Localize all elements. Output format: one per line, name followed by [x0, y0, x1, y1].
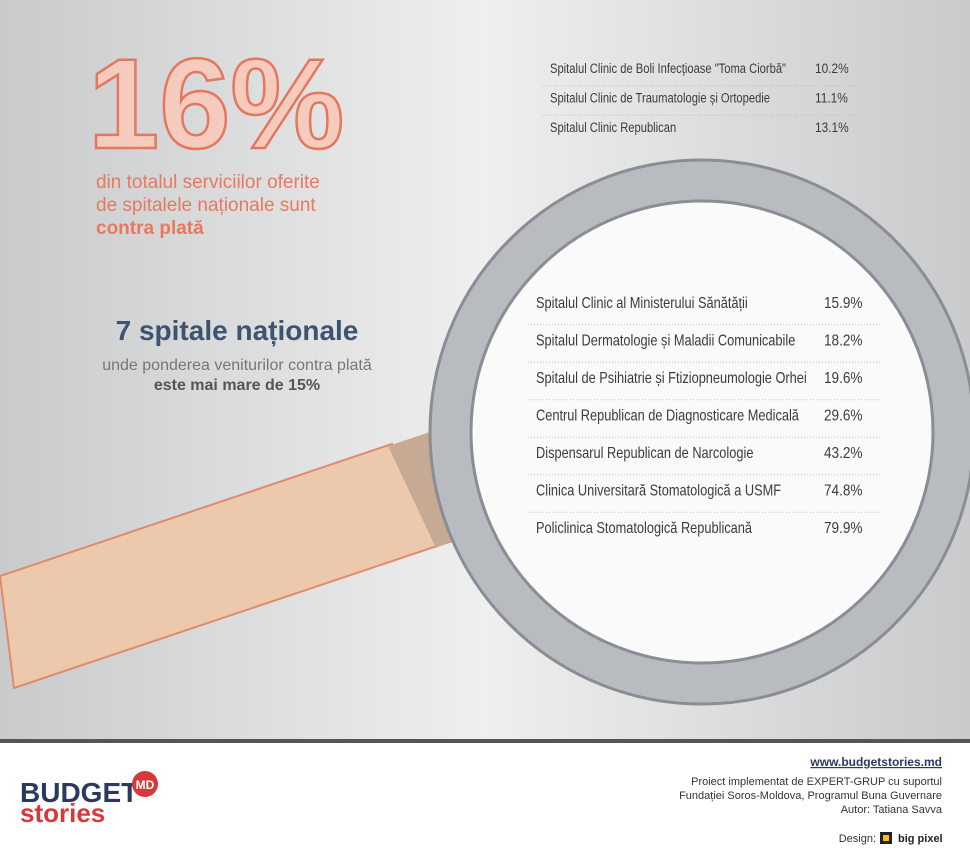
big-number: 16% [88, 33, 344, 176]
row: Spitalul Clinic de Boli Infecțioase "Tom… [550, 61, 786, 76]
hospital-name: Dispensarul Republican de Narcologie [536, 445, 753, 463]
design-label: Design: [839, 833, 876, 845]
hospital-name: Policlinica Stomatologică Republicană [536, 520, 753, 538]
row: Spitalul Clinic Republican [550, 120, 676, 135]
hospital-name: Centrul Republican de Diagnosticare Medi… [536, 407, 800, 425]
subhead-text: este mai mare de 15% [154, 377, 320, 394]
row: Spitalul Clinic al Ministerului Sănătăți… [536, 295, 748, 313]
logo-line1: BUDGET [20, 777, 138, 808]
row: Spitalul Clinic de Traumatologie și Orto… [550, 90, 770, 105]
share-value: 79.9% [824, 520, 863, 537]
headline-emphasis: contra plată [96, 218, 204, 239]
share-value: 29.6% [824, 408, 863, 425]
headline-text: din totalul serviciilor oferite [96, 172, 320, 193]
hospital-name: Spitalul Clinic al Ministerului Sănătăți… [536, 295, 748, 313]
hospital-name: Clinica Universitară Stomatologică a USM… [536, 482, 781, 500]
brand-icon [883, 835, 889, 841]
lens-glass [469, 199, 935, 665]
logo-line2: stories [20, 798, 105, 828]
row-value: 79.9% [824, 520, 863, 537]
share-value: 74.8% [824, 483, 863, 500]
row: Dispensarul Republican de Narcologie [536, 445, 753, 463]
footer-url[interactable]: www.budgetstories.md [809, 755, 942, 769]
footer-bg [0, 742, 970, 860]
row-value: 13.1% [815, 119, 849, 135]
share-value: 15.9% [824, 295, 863, 312]
row-value: 29.6% [824, 408, 863, 425]
row: Spitalul Dermatologie și Maladii Comunic… [536, 332, 795, 350]
share-value: 10.2% [815, 60, 849, 76]
share-value: 11.1% [815, 90, 848, 106]
design-brand: big pixel [898, 833, 943, 845]
hospital-name: Spitalul de Psihiatrie și Ftiziopneumolo… [536, 370, 807, 388]
row-value: 19.6% [824, 370, 863, 387]
headline-text: de spitalele naționale sunt [96, 195, 316, 216]
row-value: 11.1% [815, 90, 848, 106]
footer-rule [0, 739, 970, 743]
share-value: 18.2% [824, 333, 863, 350]
subhead-title: 7 spitale naționale [116, 315, 359, 346]
row: Spitalul de Psihiatrie și Ftiziopneumolo… [536, 370, 807, 388]
subhead-text: unde ponderea veniturilor contra plată [102, 357, 372, 374]
row: Policlinica Stomatologică Republicană [536, 520, 753, 538]
footer-line: Autor: Tatiana Savva [841, 804, 943, 816]
hospital-name: Spitalul Clinic de Boli Infecțioase "Tom… [550, 61, 786, 76]
footer-line: Fundației Soros-Moldova, Programul Buna … [679, 790, 942, 802]
row: Centrul Republican de Diagnosticare Medi… [536, 407, 800, 425]
hospital-name: Spitalul Clinic de Traumatologie și Orto… [550, 90, 770, 105]
row-value: 74.8% [824, 483, 863, 500]
row-value: 10.2% [815, 60, 849, 76]
row-value: 18.2% [824, 333, 863, 350]
row-value: 43.2% [824, 445, 863, 462]
share-value: 19.6% [824, 370, 863, 387]
hospital-name: Spitalul Dermatologie și Maladii Comunic… [536, 332, 795, 350]
hospital-name: Spitalul Clinic Republican [550, 120, 676, 135]
share-value: 13.1% [815, 119, 849, 135]
row-value: 15.9% [824, 295, 863, 312]
row: Clinica Universitară Stomatologică a USM… [536, 482, 781, 500]
share-value: 43.2% [824, 445, 863, 462]
logo-badge-text: MD [136, 778, 155, 792]
lens-ring [430, 160, 970, 704]
logo-badge [132, 771, 158, 797]
lens-edge [428, 158, 970, 706]
footer-line: Proiect implementat de EXPERT-GRUP cu su… [691, 776, 942, 788]
